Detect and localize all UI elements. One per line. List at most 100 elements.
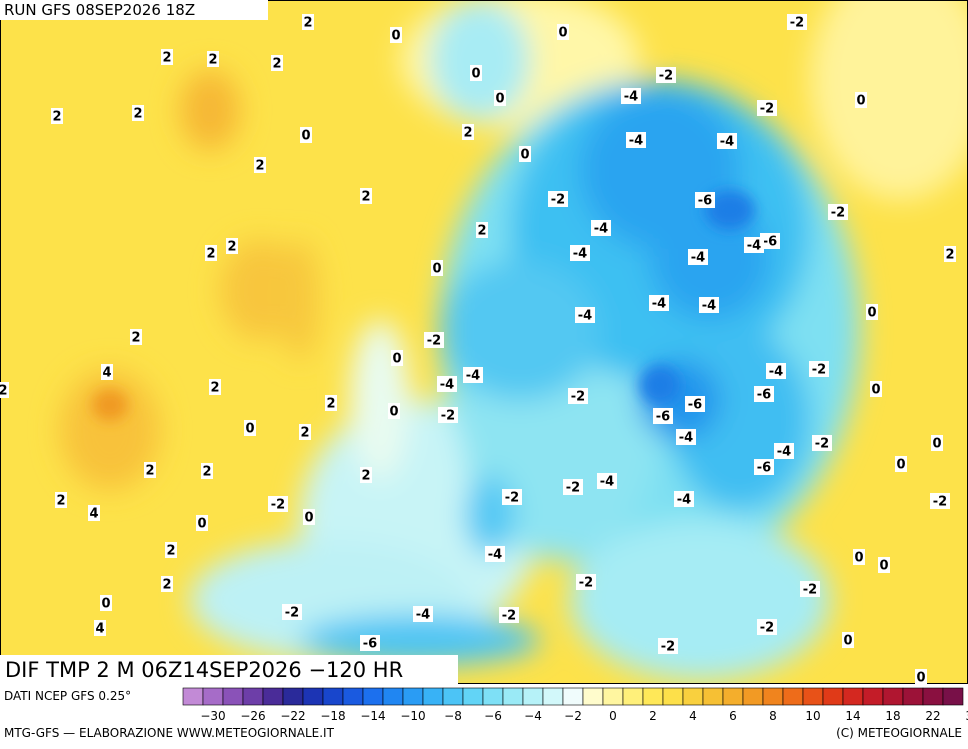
colorbar-swatch: [402, 687, 424, 706]
contour-label: -6: [363, 637, 377, 652]
label-bg: [390, 27, 402, 43]
contour-label: 2: [326, 397, 335, 412]
contour-label: -4: [488, 548, 502, 563]
label-bg: [130, 329, 142, 345]
colorbar-swatch: [182, 687, 204, 706]
colorbar-label: −8: [444, 709, 462, 723]
colorbar-label: 4: [689, 709, 697, 723]
label-bg: [325, 395, 337, 411]
field-box: [0, 655, 458, 684]
label-bg: [226, 238, 238, 254]
label-bg: [757, 619, 777, 635]
contour-label: -2: [579, 576, 593, 591]
label-bg: [165, 542, 177, 558]
label-bg: [144, 462, 156, 478]
label-bg: [800, 581, 820, 597]
label-bg: [388, 403, 400, 419]
label-bg: [437, 376, 457, 392]
contour-label: 0: [871, 383, 880, 398]
contour-label: 0: [854, 551, 863, 566]
contour-label: 0: [389, 405, 398, 420]
contour-label: -2: [760, 102, 774, 117]
label-bg: [424, 332, 444, 348]
colorbar-label: 14: [845, 709, 860, 723]
label-bg: [413, 606, 433, 622]
label-bg: [754, 459, 774, 475]
contour-label: -4: [594, 222, 608, 237]
label-bg: [760, 233, 780, 249]
run-title: RUN GFS 08SEP2026 18Z: [4, 1, 195, 19]
contour-label: 2: [300, 426, 309, 441]
colorbar-label: −26: [240, 709, 265, 723]
contour-label: -6: [656, 410, 670, 425]
contour-label: -2: [427, 334, 441, 349]
colorbar-swatch: [942, 687, 964, 706]
label-bg: [658, 638, 678, 654]
label-bg: [254, 157, 266, 173]
contour-label: -4: [440, 378, 454, 393]
contour-label: 2: [166, 544, 175, 559]
colorbar-swatch: [422, 687, 444, 706]
contour-label: -2: [933, 495, 947, 510]
colorbar-swatch: [882, 687, 904, 706]
contour-label: 2: [145, 464, 154, 479]
label-bg: [268, 496, 288, 512]
colorbar-swatch: [322, 687, 344, 706]
contour-label: 0: [301, 129, 310, 144]
label-bg: [754, 386, 774, 402]
label-bg: [676, 429, 696, 445]
label-bg: [653, 408, 673, 424]
colorbar-swatch: [242, 687, 264, 706]
label-bg: [621, 88, 641, 104]
contour-label: -4: [769, 365, 783, 380]
colorbar-swatch: [202, 687, 224, 706]
contour-label: -4: [777, 445, 791, 460]
credit: MTG-GFS — ELABORAZIONE WWW.METEOGIORNALE…: [4, 726, 335, 740]
label-bg: [271, 55, 283, 71]
contour-label: -6: [698, 194, 712, 209]
contour-label: -2: [505, 491, 519, 506]
contour-label: 0: [495, 92, 504, 107]
label-bg: [462, 124, 474, 140]
contour-label: 2: [162, 578, 171, 593]
contour-label: -2: [271, 498, 285, 513]
contour-label: 4: [89, 507, 98, 522]
label-bg: [502, 489, 522, 505]
colorbar-swatch: [382, 687, 404, 706]
label-bg: [391, 350, 403, 366]
label-bg: [360, 635, 380, 651]
colorbar-label: −2: [564, 709, 582, 723]
contour-label: 2: [133, 107, 142, 122]
label-bg: [299, 424, 311, 440]
label-bg: [94, 620, 106, 636]
map-field: [0, 0, 968, 683]
label-bg: [476, 222, 488, 238]
contour-label: 2: [272, 57, 281, 72]
colorbar-label: 6: [729, 709, 737, 723]
contour-label: 2: [162, 51, 171, 66]
contour-label: -4: [677, 493, 691, 508]
contour-label: -2: [659, 69, 673, 84]
contour-label: 2: [945, 248, 954, 263]
label-bg: [431, 260, 443, 276]
label-bg: [205, 245, 217, 261]
contour-label: 0: [304, 511, 313, 526]
contour-label: -2: [551, 193, 565, 208]
contour-label: -4: [691, 251, 705, 266]
label-bg: [303, 509, 315, 525]
contour-label: -2: [441, 409, 455, 424]
label-bg: [656, 67, 676, 83]
label-bg: [685, 396, 705, 412]
contour-label: -4: [416, 608, 430, 623]
label-bg: [787, 14, 807, 30]
label-bg: [575, 307, 595, 323]
colorbar-swatch: [262, 687, 284, 706]
label-bg: [674, 491, 694, 507]
contour-label: -2: [571, 390, 585, 405]
contour-label: 2: [208, 53, 217, 68]
label-bg: [878, 557, 890, 573]
colorbar-swatch: [682, 687, 704, 706]
contour-label: -4: [600, 475, 614, 490]
label-bg: [51, 108, 63, 124]
colorbar-swatch: [562, 687, 584, 706]
